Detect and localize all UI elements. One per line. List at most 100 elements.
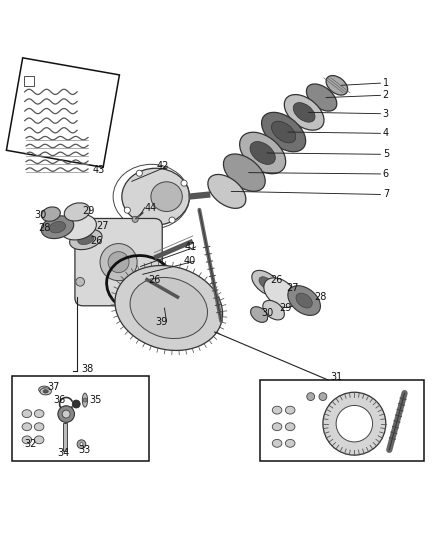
Circle shape [323,392,386,455]
Text: 40: 40 [183,256,195,266]
Text: 4: 4 [383,128,389,139]
Ellipse shape [272,121,296,143]
Text: 35: 35 [89,394,102,405]
Ellipse shape [261,112,306,152]
Ellipse shape [34,436,44,444]
Text: 6: 6 [383,169,389,179]
Ellipse shape [288,286,321,316]
Ellipse shape [49,222,66,233]
Text: 28: 28 [314,292,327,302]
Ellipse shape [22,436,32,444]
Text: 39: 39 [155,317,168,327]
Ellipse shape [72,400,80,408]
Ellipse shape [272,423,282,431]
Ellipse shape [286,439,295,447]
Text: 41: 41 [185,242,197,252]
Ellipse shape [42,207,60,221]
Ellipse shape [58,406,74,422]
Ellipse shape [272,406,282,414]
Ellipse shape [130,277,208,338]
Ellipse shape [41,216,74,239]
Ellipse shape [43,390,48,393]
Ellipse shape [250,142,276,164]
Ellipse shape [263,301,284,320]
Text: 26: 26 [148,274,161,285]
Text: 36: 36 [53,394,65,405]
Bar [261,380,424,461]
Circle shape [136,170,142,176]
Ellipse shape [82,393,88,407]
Ellipse shape [115,265,223,351]
Ellipse shape [22,410,32,417]
Circle shape [132,216,138,222]
Ellipse shape [307,393,314,400]
Ellipse shape [39,386,50,393]
FancyBboxPatch shape [75,219,162,306]
Ellipse shape [40,388,51,395]
Ellipse shape [286,423,295,431]
Polygon shape [7,58,120,167]
Text: 27: 27 [97,221,109,231]
Text: 34: 34 [57,448,70,458]
Ellipse shape [223,154,265,191]
Text: 27: 27 [287,284,299,293]
Ellipse shape [252,270,280,296]
Text: 31: 31 [330,372,343,382]
Circle shape [124,207,131,213]
Ellipse shape [83,398,87,402]
Ellipse shape [42,388,47,391]
Ellipse shape [78,235,94,245]
Ellipse shape [264,278,297,308]
Text: 26: 26 [271,274,283,285]
Ellipse shape [100,244,137,281]
Text: 33: 33 [78,445,90,455]
Ellipse shape [319,393,327,400]
Ellipse shape [284,94,324,130]
Text: 29: 29 [82,206,95,216]
Ellipse shape [208,174,246,208]
Text: 30: 30 [34,210,46,220]
Ellipse shape [122,168,190,225]
Text: 2: 2 [383,91,389,100]
Ellipse shape [64,203,90,221]
Ellipse shape [77,440,86,449]
Ellipse shape [34,423,44,431]
Bar [63,423,67,451]
Text: 30: 30 [262,308,274,318]
Text: 3: 3 [383,109,389,119]
Text: 28: 28 [38,223,50,233]
Ellipse shape [296,293,312,308]
Text: 38: 38 [81,364,94,374]
Circle shape [76,238,85,247]
Ellipse shape [62,410,70,418]
Ellipse shape [240,132,286,174]
Ellipse shape [151,182,182,212]
Circle shape [76,277,85,286]
Circle shape [181,180,187,186]
Text: 44: 44 [145,203,157,213]
Text: 37: 37 [47,382,60,392]
Ellipse shape [272,439,282,447]
Text: 7: 7 [383,189,389,199]
Ellipse shape [70,229,102,249]
Text: 1: 1 [383,78,389,88]
Text: 29: 29 [279,303,292,313]
Ellipse shape [293,102,315,122]
Ellipse shape [259,277,273,289]
Ellipse shape [108,252,129,272]
Text: 43: 43 [92,165,105,175]
Polygon shape [24,76,34,86]
Ellipse shape [286,406,295,414]
Text: 42: 42 [157,161,170,171]
Ellipse shape [60,214,96,240]
Text: 5: 5 [383,149,389,159]
Ellipse shape [80,443,83,446]
Text: 32: 32 [24,439,36,449]
Circle shape [169,217,175,223]
Bar [12,376,149,461]
Text: 26: 26 [90,236,102,246]
Ellipse shape [251,306,268,322]
Circle shape [336,406,373,442]
Ellipse shape [307,84,337,111]
Ellipse shape [22,423,32,431]
